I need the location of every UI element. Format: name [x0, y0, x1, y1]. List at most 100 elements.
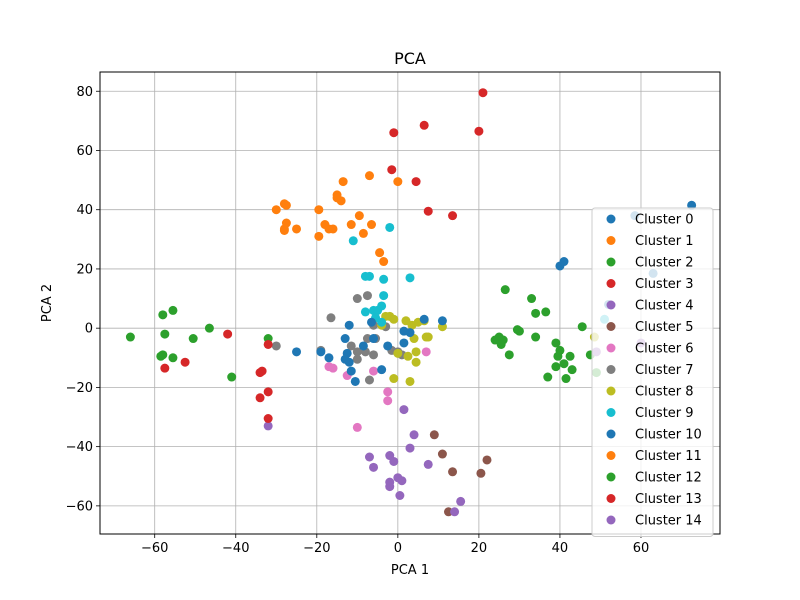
legend-entry: Cluster 4 [635, 299, 694, 314]
data-point [352, 294, 362, 304]
y-tick-label: 60 [76, 144, 93, 159]
data-point [369, 350, 379, 360]
data-point [125, 332, 135, 342]
data-point [567, 365, 577, 375]
data-point [180, 357, 190, 367]
data-point [227, 372, 237, 382]
data-point [168, 353, 178, 363]
legend-entry: Cluster 2 [635, 256, 694, 271]
data-point [364, 171, 374, 181]
data-point [328, 363, 338, 373]
data-point [257, 366, 267, 376]
legend-entry: Cluster 7 [635, 363, 694, 378]
data-point [158, 310, 168, 320]
data-point [354, 211, 364, 221]
data-point [338, 177, 348, 187]
data-point [314, 231, 324, 241]
y-tick-label: 0 [85, 322, 93, 337]
data-point [383, 396, 393, 406]
series-cluster-5 [429, 430, 492, 517]
data-point [379, 291, 389, 301]
data-point [328, 224, 338, 234]
legend-marker [606, 257, 616, 267]
legend-entry: Cluster 11 [635, 449, 702, 464]
data-point [281, 200, 291, 210]
data-point [358, 228, 368, 238]
data-point [553, 351, 563, 361]
legend: Cluster 0 Cluster 1 Cluster 2 Cluster 3 Clus… [591, 207, 714, 537]
data-point [344, 320, 354, 330]
data-point [271, 341, 281, 351]
data-point [527, 294, 537, 304]
data-point [504, 350, 514, 360]
data-point [496, 339, 506, 349]
y-tick-label: 80 [76, 85, 93, 100]
data-point [476, 468, 486, 478]
data-point [405, 273, 415, 283]
series-cluster-2 [490, 285, 601, 384]
data-point [531, 308, 541, 318]
data-point [411, 357, 421, 367]
data-point [456, 496, 466, 506]
data-point [377, 365, 387, 375]
legend-marker [606, 365, 616, 374]
data-point [367, 317, 377, 327]
legend-entry: Cluster 5 [635, 320, 694, 335]
data-point [379, 257, 389, 267]
data-point [348, 236, 358, 246]
legend-marker [606, 451, 616, 460]
data-point [340, 334, 350, 344]
data-point [346, 366, 356, 376]
data-point [551, 338, 561, 348]
data-point [448, 211, 458, 221]
data-point [411, 347, 421, 357]
data-point [383, 341, 393, 351]
legend-entry: Cluster 0 [635, 213, 694, 228]
data-point [514, 326, 524, 336]
legend-marker [606, 343, 616, 353]
data-point [271, 205, 281, 215]
data-point [263, 387, 273, 397]
series-cluster-13 [160, 329, 273, 423]
y-axis-label: PCA 2 [40, 284, 55, 322]
data-point [352, 354, 362, 364]
data-point [358, 341, 368, 351]
legend-entry: Cluster 14 [635, 514, 702, 529]
y-tick-label: 40 [76, 203, 93, 218]
data-point [541, 307, 551, 317]
legend-marker [606, 386, 616, 396]
x-tick-label: 40 [552, 541, 569, 556]
data-point [421, 347, 431, 357]
x-tick-label: −60 [141, 541, 168, 556]
data-point [263, 339, 273, 349]
data-point [263, 414, 273, 423]
legend-entry: Cluster 1 [635, 234, 694, 249]
data-point [411, 177, 421, 187]
data-point [409, 430, 419, 440]
axis-ticks: −60 −40 −20 0 20 40 60 −60 −40 −20 0 20 40 60 80 [66, 85, 650, 556]
y-tick-label: 20 [76, 262, 93, 277]
y-tick-label: −60 [66, 499, 93, 514]
legend-entry: Cluster 3 [635, 277, 694, 292]
data-point [543, 372, 553, 382]
data-point [352, 422, 362, 432]
data-point [405, 443, 415, 453]
x-tick-label: 60 [633, 541, 650, 556]
data-point [423, 459, 433, 469]
data-point [263, 421, 273, 431]
data-point [223, 329, 233, 339]
x-axis-label: PCA 1 [391, 563, 429, 578]
legend-box [591, 207, 714, 537]
x-tick-label: 20 [471, 541, 488, 556]
data-point [292, 347, 302, 357]
data-point [352, 347, 362, 357]
data-point [389, 456, 399, 466]
data-point [389, 128, 399, 138]
data-point [156, 351, 166, 361]
series-cluster-1 [271, 171, 403, 267]
data-point [350, 376, 360, 386]
data-point [561, 374, 571, 384]
data-point [393, 177, 403, 187]
data-point [316, 347, 326, 357]
